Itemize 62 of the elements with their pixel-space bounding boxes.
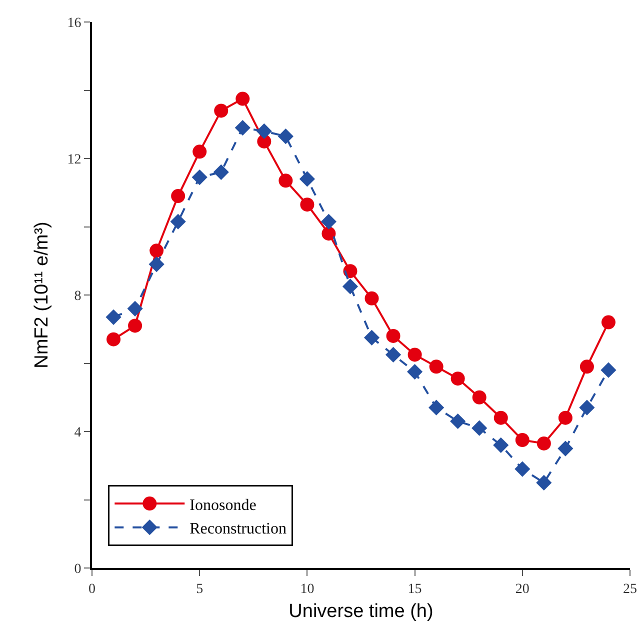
point [558, 410, 572, 425]
point [600, 362, 616, 378]
point [278, 128, 294, 144]
point [514, 461, 530, 477]
legend-label: Reconstruction [190, 520, 287, 538]
point [494, 410, 508, 425]
point [536, 474, 552, 490]
point [364, 330, 380, 346]
point [236, 92, 250, 106]
point [213, 164, 229, 180]
y-axis-title: NmF2 (10¹¹ e/m³) [32, 222, 53, 368]
y-tick-label: 8 [74, 288, 82, 304]
point [256, 123, 272, 139]
point [150, 244, 164, 258]
x-tick-label: 5 [196, 582, 204, 597]
x-tick-label: 0 [88, 582, 96, 597]
point [278, 174, 293, 188]
point [299, 171, 315, 187]
y-tick-label: 12 [67, 152, 82, 168]
point [364, 291, 379, 306]
point [192, 144, 207, 159]
point [536, 436, 551, 450]
point [450, 372, 465, 386]
legend-label: Ionosonde [190, 496, 256, 514]
point [472, 420, 488, 436]
point [580, 360, 594, 374]
y-tick-label: 4 [74, 425, 82, 440]
point [148, 256, 164, 272]
x-tick-label: 10 [300, 582, 314, 597]
point [106, 332, 121, 346]
point [429, 360, 444, 374]
point [472, 390, 486, 404]
point [192, 169, 208, 186]
x-tick-label: 20 [515, 582, 530, 597]
point [450, 413, 466, 430]
point [428, 400, 444, 416]
point [558, 440, 574, 456]
point [234, 120, 250, 136]
point [515, 433, 530, 448]
y-tick-label: 0 [74, 562, 82, 577]
point [407, 364, 423, 380]
point [579, 400, 595, 416]
point [601, 315, 616, 330]
point [214, 104, 228, 118]
point [493, 437, 509, 453]
x-axis-title: Universe time (h) [288, 601, 434, 622]
x-tick-label: 15 [408, 582, 422, 597]
point [106, 309, 122, 325]
point [322, 226, 336, 241]
point [386, 328, 400, 343]
point [128, 318, 142, 333]
x-tick-label: 25 [623, 582, 637, 597]
y-tick-label: 16 [67, 16, 82, 31]
point [320, 214, 337, 230]
point [170, 214, 186, 230]
point [385, 346, 402, 363]
point [343, 264, 358, 278]
point [127, 300, 143, 316]
point [342, 278, 358, 294]
point [171, 189, 186, 204]
point [300, 198, 314, 212]
point [408, 348, 422, 362]
